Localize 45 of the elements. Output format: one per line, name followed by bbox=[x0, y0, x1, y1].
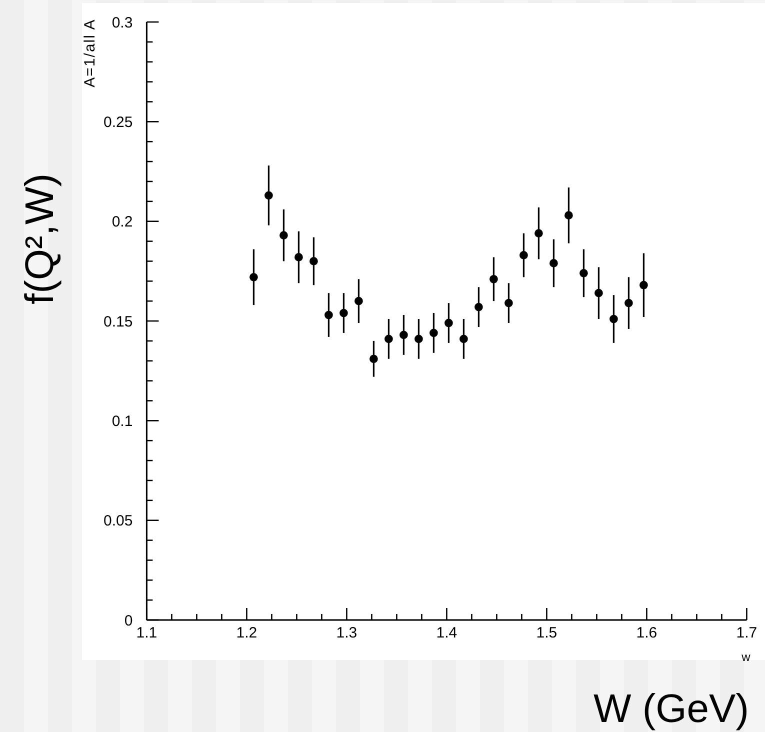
point bbox=[294, 253, 303, 262]
x-tick-label: 1.6 bbox=[636, 624, 658, 642]
point bbox=[280, 231, 288, 240]
y-tick-label: 0.15 bbox=[103, 313, 133, 330]
point bbox=[324, 310, 333, 320]
point bbox=[594, 288, 603, 298]
x-tick-label: 1.3 bbox=[336, 624, 358, 642]
point bbox=[384, 334, 393, 344]
x-tick-label: 1.2 bbox=[236, 624, 258, 642]
x-tick-label: 1.5 bbox=[536, 624, 558, 642]
point bbox=[640, 280, 648, 290]
x-axis-title: W (GeV) bbox=[593, 687, 749, 731]
point bbox=[444, 318, 453, 328]
point bbox=[310, 257, 318, 266]
y-tick-label: 0.05 bbox=[103, 512, 133, 530]
point bbox=[474, 302, 483, 312]
point bbox=[354, 296, 363, 306]
point bbox=[534, 229, 543, 238]
y-tick-label: 0 bbox=[124, 612, 133, 630]
x-tick-label: 1.7 bbox=[736, 624, 758, 642]
point bbox=[610, 314, 618, 324]
text: w bbox=[742, 650, 750, 664]
text: A=1/all A bbox=[82, 18, 98, 88]
y-tick-label: 0.3 bbox=[112, 14, 133, 32]
point bbox=[340, 308, 348, 318]
point bbox=[564, 211, 573, 220]
x-tick-label: 1.1 bbox=[136, 624, 158, 642]
y-tick-label: 0.25 bbox=[103, 114, 133, 131]
point bbox=[400, 330, 408, 340]
point bbox=[414, 334, 423, 344]
point bbox=[490, 274, 498, 284]
point bbox=[550, 259, 558, 268]
point bbox=[264, 191, 273, 200]
y-tick-label: 0.2 bbox=[112, 214, 133, 231]
y-axis-title: f(Q²,W) bbox=[18, 173, 62, 305]
point bbox=[370, 354, 378, 364]
point bbox=[460, 334, 468, 344]
point bbox=[580, 268, 588, 278]
point bbox=[520, 251, 528, 260]
y-tick-label: 0.1 bbox=[112, 412, 133, 430]
point bbox=[624, 298, 633, 308]
point bbox=[504, 298, 513, 308]
point bbox=[250, 272, 258, 282]
x-tick-label: 1.4 bbox=[436, 624, 458, 642]
point bbox=[430, 328, 438, 338]
